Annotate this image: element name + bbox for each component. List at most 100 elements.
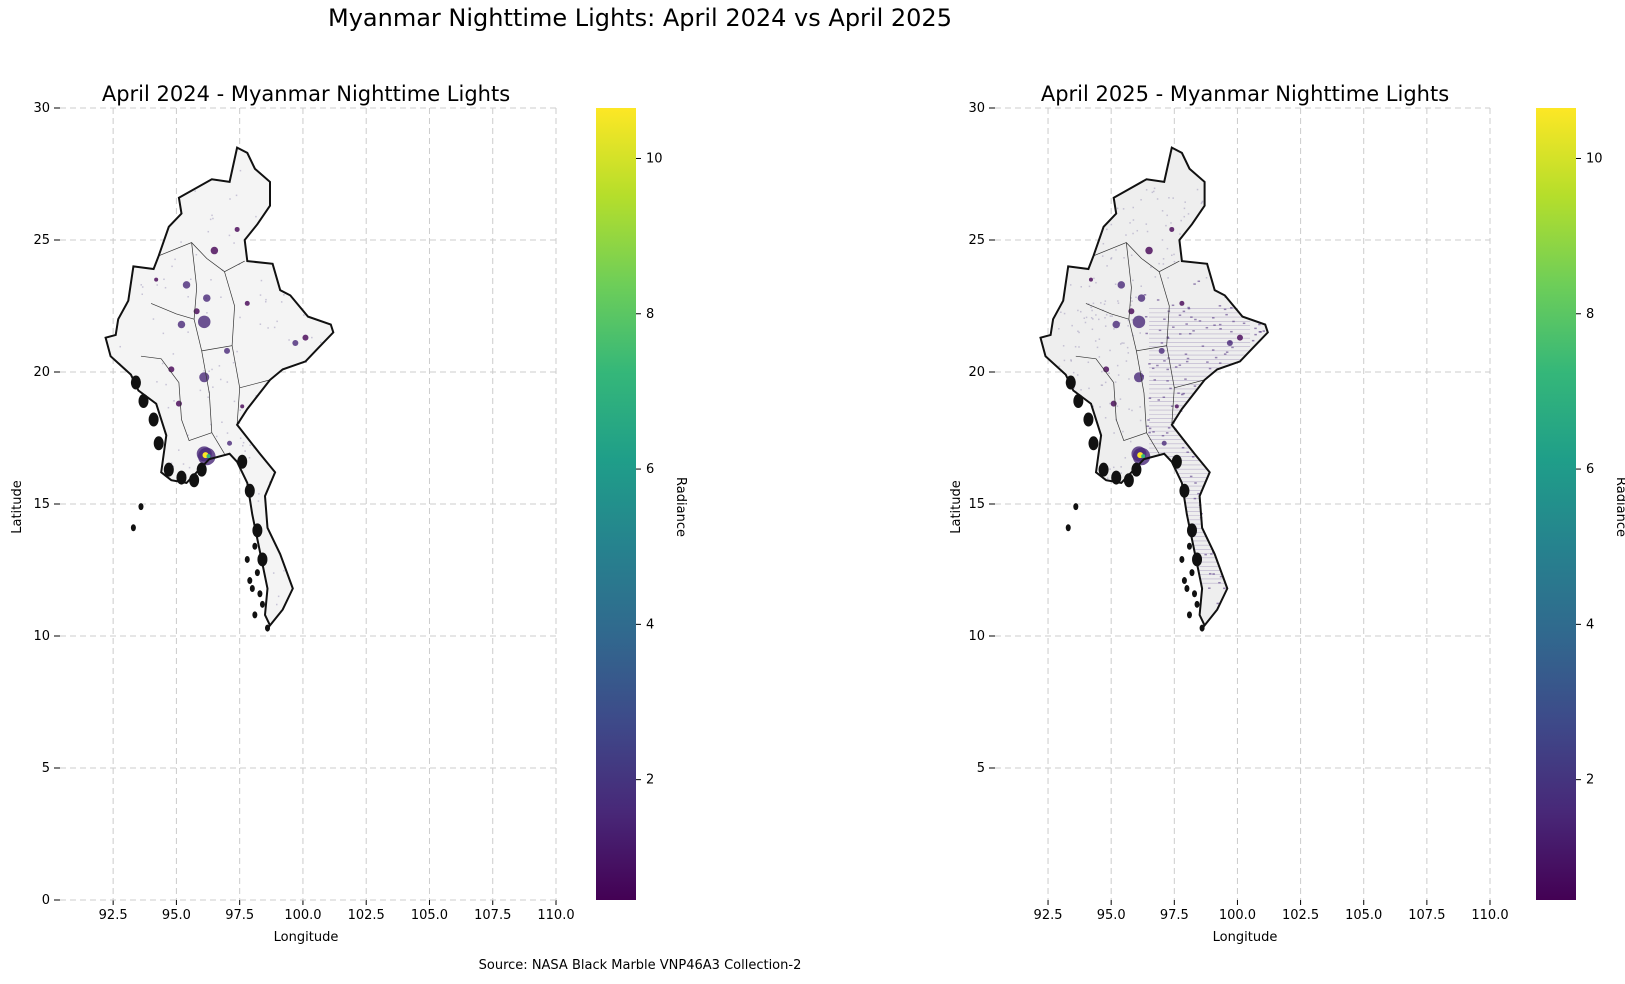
light-pixel — [1124, 457, 1127, 459]
x-tick-label: 107.5 — [474, 908, 511, 923]
light-pixel — [1153, 190, 1155, 193]
island — [247, 577, 253, 585]
coastal-islands — [1088, 436, 1099, 451]
light-pixel — [1194, 482, 1197, 484]
light-pixel — [1232, 320, 1235, 323]
light-pixel — [1058, 365, 1061, 368]
light-pixel — [1258, 323, 1261, 326]
light-pixel — [236, 350, 238, 353]
light-pixel — [269, 481, 271, 483]
light-pixel — [1171, 304, 1175, 307]
light-pixel — [219, 378, 222, 381]
coastal-islands — [153, 436, 164, 451]
light-pixel — [1120, 343, 1122, 345]
state-border — [150, 303, 195, 320]
island — [1184, 584, 1190, 592]
light-pixel — [1187, 213, 1190, 215]
island — [1194, 600, 1200, 608]
state-border — [201, 345, 241, 425]
light-pixel — [1077, 309, 1079, 312]
light-pixel — [1166, 247, 1169, 250]
colorbar — [596, 108, 636, 900]
light-pixel — [1180, 219, 1182, 222]
light-pixel — [1099, 406, 1101, 408]
light-pixel — [1223, 308, 1227, 311]
light-pixel — [1151, 191, 1154, 194]
light-pixel — [1208, 367, 1212, 370]
light-pixel — [1139, 332, 1141, 334]
light-pixel — [1070, 359, 1072, 361]
light-pixel — [1146, 230, 1149, 233]
light-pixel — [1058, 328, 1060, 330]
state-border — [224, 271, 235, 346]
light-pixel — [1208, 572, 1212, 575]
light-pixel — [1131, 409, 1133, 412]
state-border — [1085, 303, 1130, 320]
light-pixel — [1158, 262, 1160, 265]
light-pixel — [1219, 328, 1222, 330]
island — [130, 524, 136, 532]
light-pixel — [161, 362, 164, 365]
light-cluster — [177, 320, 186, 329]
light-pixel — [1132, 206, 1135, 209]
light-pixel — [187, 296, 189, 298]
light-pixel — [232, 362, 235, 364]
light-pixel — [1161, 434, 1165, 437]
light-pixel — [1168, 197, 1170, 199]
light-pixel — [199, 389, 202, 392]
light-pixel — [1225, 313, 1228, 316]
light-pixel — [1063, 359, 1066, 362]
light-pixel — [1073, 387, 1075, 389]
light-pixel — [220, 296, 222, 298]
light-pixel — [1140, 199, 1142, 201]
light-pixel — [1129, 440, 1132, 443]
coastal-islands — [1131, 462, 1142, 477]
light-pixel — [1087, 303, 1090, 305]
light-pixel — [141, 293, 144, 296]
coastal-islands — [148, 412, 159, 427]
country-fill — [1040, 147, 1268, 626]
light-pixel — [1071, 324, 1073, 327]
light-pixel — [248, 456, 251, 459]
light-pixel — [1106, 265, 1108, 267]
x-tick-label: 95.0 — [162, 908, 191, 923]
light-pixel — [1158, 329, 1162, 332]
light-pixel — [226, 432, 229, 434]
light-pixel — [1063, 312, 1066, 315]
state-border — [158, 242, 245, 273]
light-pixel — [212, 217, 214, 220]
x-tick-label: 92.5 — [99, 908, 128, 923]
light-pixel — [1091, 328, 1094, 331]
light-pixel — [1098, 356, 1101, 358]
light-pixel — [1166, 380, 1169, 382]
light-pixel — [1127, 352, 1130, 354]
light-pixel — [1179, 333, 1182, 335]
light-pixel — [283, 569, 285, 572]
light-pixel — [156, 381, 158, 383]
light-pixel — [1163, 318, 1166, 320]
light-pixel — [1185, 360, 1189, 363]
light-pixel — [165, 383, 167, 386]
light-pixel — [1101, 384, 1104, 386]
light-pixel — [1128, 408, 1130, 410]
island — [252, 542, 258, 550]
light-pixel — [1194, 318, 1197, 321]
light-pixel — [1148, 427, 1152, 430]
coastal-islands — [1083, 412, 1094, 427]
light-cluster — [1117, 281, 1126, 289]
light-pixel — [210, 279, 212, 281]
light-pixel — [1113, 466, 1115, 469]
light-pixel — [1130, 254, 1133, 257]
y-tick-label: 10 — [968, 629, 985, 644]
light-pixel — [1096, 346, 1099, 349]
light-pixel — [1151, 367, 1155, 370]
light-pixel — [1121, 342, 1123, 344]
light-pixel — [239, 437, 242, 440]
y-tick-label: 10 — [33, 629, 50, 644]
light-pixel — [1206, 361, 1209, 363]
light-pixel — [1122, 430, 1124, 433]
island — [1073, 503, 1079, 511]
light-pixel — [164, 286, 167, 289]
light-pixel — [1113, 432, 1115, 434]
y-tick-labels: 5 10 15 20 25 30 — [968, 101, 985, 776]
